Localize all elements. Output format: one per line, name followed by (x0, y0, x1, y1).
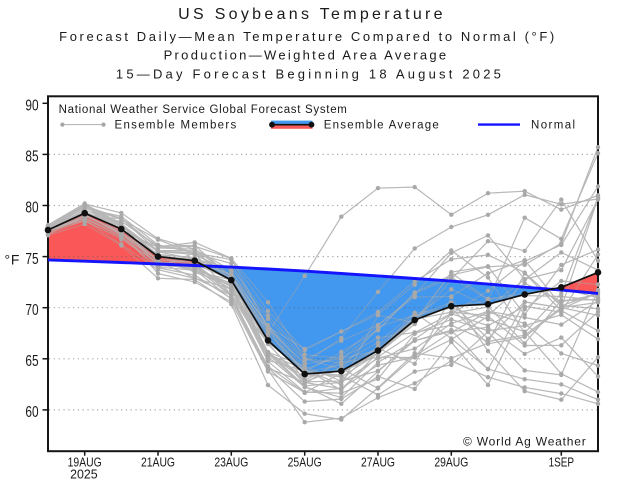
svg-text:65: 65 (25, 353, 38, 370)
svg-text:25AUG: 25AUG (288, 455, 322, 470)
svg-text:15—Day Forecast Beginning 18 A: 15—Day Forecast Beginning 18 August 2025 (116, 67, 504, 82)
svg-text:1SEP: 1SEP (549, 455, 575, 470)
svg-text:2025: 2025 (70, 467, 98, 482)
svg-text:19AUG: 19AUG (68, 455, 102, 470)
svg-text:90: 90 (25, 98, 38, 115)
svg-text:75: 75 (25, 251, 38, 268)
svg-text:Forecast Daily—Mean Temperatur: Forecast Daily—Mean Temperature Compared… (59, 29, 557, 44)
svg-text:Ensemble Average: Ensemble Average (324, 119, 440, 131)
svg-text:Normal: Normal (531, 119, 576, 131)
svg-text:Ensemble Members: Ensemble Members (115, 119, 238, 131)
svg-text:27AUG: 27AUG (361, 455, 395, 470)
svg-text:US Soybeans Temperature: US Soybeans Temperature (178, 6, 446, 23)
svg-text:21AUG: 21AUG (141, 455, 175, 470)
svg-text:23AUG: 23AUG (214, 455, 248, 470)
svg-text:85: 85 (25, 149, 38, 166)
svg-text:80: 80 (25, 200, 38, 217)
svg-text:29AUG: 29AUG (434, 455, 468, 470)
svg-text:© World Ag Weather: © World Ag Weather (463, 434, 587, 448)
svg-text:Production—Weighted Area Avera: Production—Weighted Area Average (164, 47, 449, 62)
svg-text:National Weather Service Globa: National Weather Service Global Forecast… (59, 104, 348, 116)
svg-text:°F: °F (5, 252, 21, 268)
svg-text:60: 60 (25, 404, 38, 421)
svg-text:70: 70 (25, 302, 38, 319)
